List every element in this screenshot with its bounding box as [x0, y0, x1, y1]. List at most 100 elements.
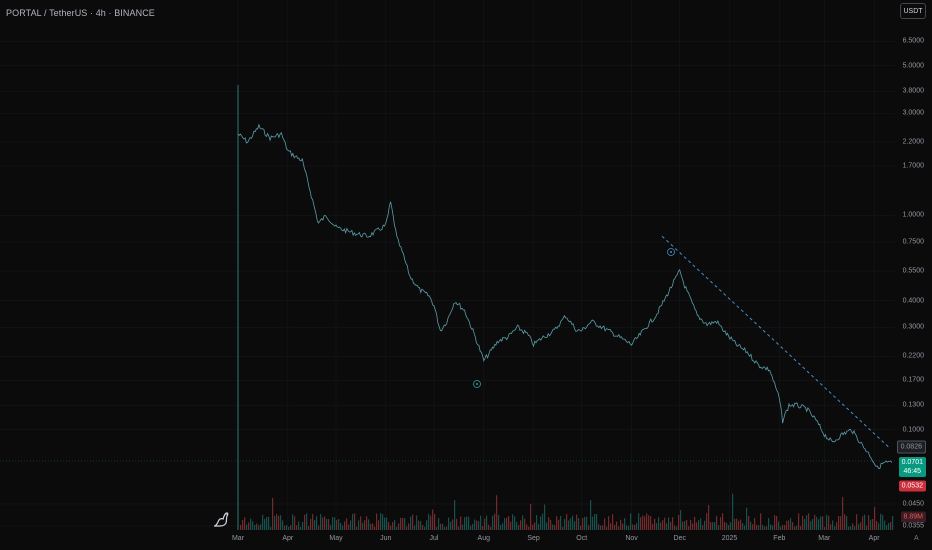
- volume-bar: [834, 526, 836, 530]
- volume-bar: [406, 526, 408, 530]
- volume-bar: [548, 517, 550, 530]
- volume-bar: [584, 516, 586, 530]
- trendline-dashed[interactable]: [661, 235, 889, 448]
- volume-bar: [648, 515, 650, 530]
- time-tick-label: Jul: [429, 535, 439, 542]
- volume-bar: [744, 525, 746, 530]
- volume-bar: [274, 515, 276, 530]
- volume-bar: [352, 513, 354, 530]
- trendline[interactable]: [661, 235, 889, 448]
- volume-bar: [438, 518, 440, 530]
- volume-bar: [286, 525, 288, 530]
- volume-bar: [724, 521, 726, 530]
- volume-bar: [680, 510, 682, 530]
- volume-bar: [404, 518, 406, 530]
- volume-bar: [726, 523, 728, 530]
- volume-bar: [382, 514, 384, 530]
- volume-bar: [418, 520, 420, 530]
- volume-bar: [890, 521, 892, 530]
- volume-bar: [410, 516, 412, 530]
- volume-bar: [676, 526, 678, 530]
- volume-bar: [524, 518, 526, 530]
- volume-bar: [716, 515, 718, 530]
- volume-bar: [836, 522, 838, 530]
- volume-bar: [874, 507, 876, 530]
- volume-bar: [446, 526, 448, 530]
- volume-bar: [542, 513, 544, 530]
- volume-bar: [332, 517, 334, 530]
- time-tick-label: Jun: [380, 535, 392, 542]
- volume-bar: [494, 513, 496, 530]
- volume-bar: [560, 515, 562, 530]
- volume-bar: [552, 524, 554, 530]
- volume-bar: [606, 526, 608, 530]
- volume-bar: [872, 518, 874, 530]
- volume-bar: [746, 507, 748, 530]
- volume-bar: [808, 513, 810, 530]
- volume-bar: [478, 521, 480, 530]
- volume-bar: [244, 517, 246, 530]
- volume-bar: [704, 520, 706, 530]
- time-tick-label: Apr: [282, 535, 294, 542]
- volume-bar: [430, 515, 432, 530]
- time-tick-label: Mar: [231, 535, 245, 542]
- volume-bar: [830, 524, 832, 530]
- volume-bar: [556, 516, 558, 530]
- auto-scale-icon[interactable]: A: [914, 535, 919, 542]
- volume-bar: [426, 520, 428, 530]
- alert-marker-2[interactable]: [667, 248, 675, 256]
- volume-bar: [500, 524, 502, 530]
- volume-bar: [708, 504, 710, 530]
- price-tick-label: 2.2000: [902, 138, 924, 146]
- volume-bar: [624, 518, 626, 530]
- time-tick-label: Apr: [868, 535, 880, 542]
- price-tick-label: 0.7500: [902, 238, 924, 246]
- volume-bar: [788, 520, 790, 530]
- volume-bar: [350, 520, 352, 530]
- volume-bar: [822, 516, 824, 530]
- volume-bar: [578, 518, 580, 530]
- volume-bar: [254, 524, 256, 530]
- time-tick-label: Aug: [477, 535, 490, 542]
- volume-bar: [806, 515, 808, 530]
- volume-bar: [700, 518, 702, 530]
- volume-bar: [398, 523, 400, 530]
- volume-bar: [662, 520, 664, 530]
- volume-bar: [394, 519, 396, 530]
- volume-bar: [842, 497, 844, 530]
- alert-marker-1[interactable]: [473, 380, 481, 388]
- volume-bar: [782, 524, 784, 530]
- volume-bar: [646, 513, 648, 530]
- volume-bar: [476, 520, 478, 530]
- volume-bar: [854, 525, 856, 530]
- volume-bar: [600, 525, 602, 530]
- time-tick-label: Mar: [818, 535, 831, 542]
- volume-bar: [804, 518, 806, 530]
- volume-bar: [530, 503, 532, 530]
- volume-bar: [508, 516, 510, 530]
- volume-bar: [608, 516, 610, 530]
- volume-bar: [344, 521, 346, 530]
- volume-bar: [828, 515, 830, 530]
- volume-bar: [372, 523, 374, 530]
- volume-bar: [250, 518, 252, 530]
- tradingview-logo-icon[interactable]: [212, 510, 232, 528]
- volume-bar: [612, 514, 614, 530]
- volume-bar: [424, 526, 426, 530]
- volume-bar: [490, 526, 492, 530]
- volume-bar: [850, 526, 852, 530]
- volume-bar: [722, 513, 724, 530]
- volume-bar: [690, 519, 692, 530]
- symbol-title[interactable]: PORTAL / TetherUS · 4h · BINANCE: [6, 8, 155, 18]
- volume-bar: [780, 526, 782, 530]
- volume-bar: [442, 523, 444, 530]
- volume-bar: [762, 524, 764, 530]
- volume-bar: [278, 515, 280, 530]
- volume-bar: [632, 524, 634, 530]
- volume-bar: [866, 525, 868, 530]
- currency-button[interactable]: USDT: [900, 3, 926, 19]
- volume-bar: [464, 517, 466, 530]
- volume-bar: [774, 515, 776, 530]
- volume-bar: [456, 518, 458, 530]
